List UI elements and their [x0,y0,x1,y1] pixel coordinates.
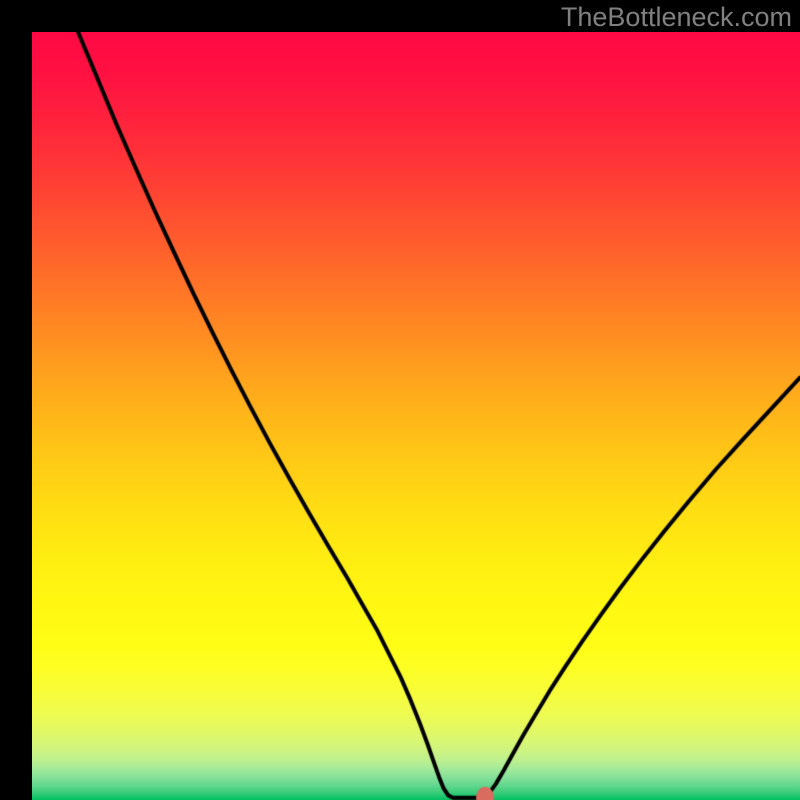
bottleneck-chart [32,32,800,800]
attribution-text: TheBottleneck.com [561,2,792,33]
chart-stage: { "image": { "width": 800, "height": 800… [0,0,800,800]
